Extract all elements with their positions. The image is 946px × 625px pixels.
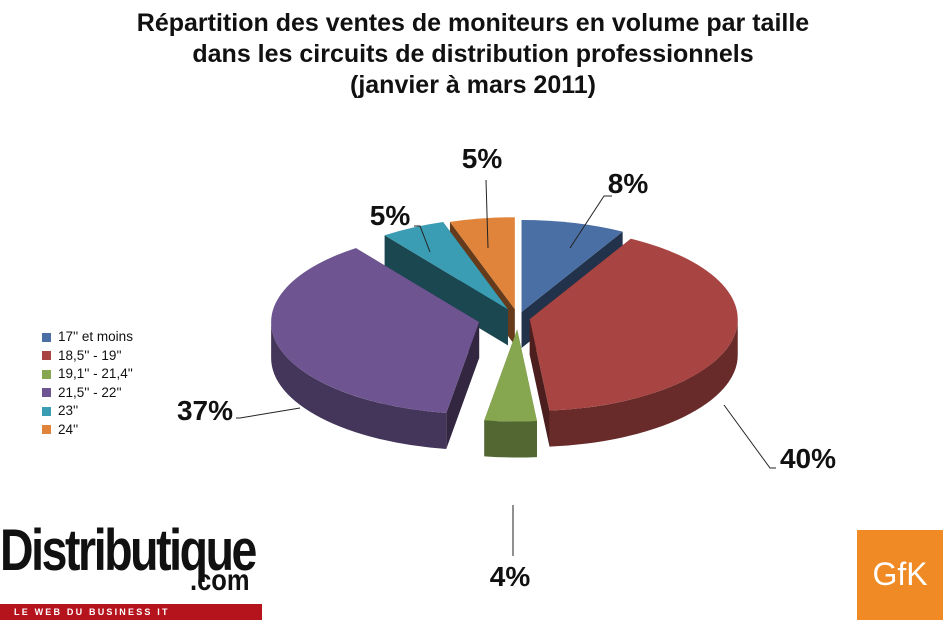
title-line-1: Répartition des ventes de moniteurs en v… bbox=[136, 9, 810, 37]
chart-subtitle: (janvier à mars 2011) bbox=[350, 71, 596, 99]
pie-slice-0 bbox=[521, 220, 623, 313]
slice-wall bbox=[446, 322, 480, 450]
legend-swatch bbox=[42, 425, 51, 435]
legend-label: 21,5'' - 22'' bbox=[58, 384, 122, 400]
legend-item: 24'' bbox=[42, 421, 133, 440]
legend-item: 23'' bbox=[42, 402, 133, 421]
legend-label: 19,1'' - 21,4'' bbox=[58, 366, 133, 381]
data-label-1: 40% bbox=[780, 443, 836, 474]
legend-swatch bbox=[42, 406, 51, 416]
legend-swatch bbox=[42, 332, 51, 342]
distributique-logo: Distributique .com LE WEB DU BUSINESS IT bbox=[0, 518, 262, 623]
data-label-4: 5% bbox=[370, 200, 411, 231]
title-line-2: dans les circuits de distribution profes… bbox=[192, 40, 754, 68]
pie-slice-1 bbox=[529, 238, 738, 411]
legend-label: 18,5'' - 19'' bbox=[58, 347, 122, 363]
legend-swatch bbox=[42, 369, 51, 379]
data-label-2: 4% bbox=[490, 561, 531, 592]
pie-slice-3 bbox=[271, 248, 480, 414]
legend: 17'' et moins 18,5'' - 19'' 19,1'' - 21,4'… bbox=[42, 328, 133, 439]
logo-tagline: LE WEB DU BUSINESS IT bbox=[14, 607, 170, 617]
pie-tops bbox=[271, 217, 738, 422]
leader-line-0 bbox=[569, 195, 612, 249]
gfk-logo: GfK bbox=[857, 530, 943, 620]
pie-leaders bbox=[236, 179, 776, 556]
slice-wall bbox=[384, 235, 508, 346]
pie-slice-2 bbox=[484, 329, 537, 422]
legend-label: 17'' et moins bbox=[58, 329, 133, 344]
legend-item: 18,5'' - 19'' bbox=[42, 347, 133, 366]
pie-slice-4 bbox=[384, 221, 508, 310]
legend-item: 19,1'' - 21,4'' bbox=[42, 365, 133, 384]
legend-swatch bbox=[42, 351, 51, 361]
slice-rim bbox=[549, 319, 738, 447]
pie-slice-5 bbox=[449, 217, 515, 310]
chart-title: Répartition des ventes de moniteurs en v… bbox=[0, 8, 946, 101]
legend-label: 23'' bbox=[58, 403, 79, 418]
slice-rim bbox=[271, 322, 447, 450]
legend-swatch bbox=[42, 388, 51, 398]
legend-label: 24'' bbox=[58, 421, 79, 437]
logo-word: Distributique bbox=[0, 518, 257, 583]
data-label-5: 5% bbox=[462, 143, 503, 174]
gfk-logo-text: GfK bbox=[872, 556, 928, 592]
legend-item: 17'' et moins bbox=[42, 328, 133, 347]
pie-labels: 8% 40% 4% 37% 5% 5% bbox=[177, 143, 836, 592]
legend-item: 21,5'' - 22'' bbox=[42, 384, 133, 403]
data-label-0: 8% bbox=[608, 168, 649, 199]
logo-suffix: .com bbox=[190, 564, 250, 597]
leader-line-1 bbox=[723, 404, 776, 469]
leader-line-3 bbox=[236, 407, 301, 419]
slice-rim bbox=[484, 420, 537, 458]
data-label-3: 37% bbox=[177, 395, 233, 426]
leader-line-4 bbox=[414, 225, 431, 253]
logo-bar bbox=[0, 604, 262, 620]
slice-wall bbox=[529, 319, 550, 447]
leader-line-5 bbox=[485, 179, 489, 249]
